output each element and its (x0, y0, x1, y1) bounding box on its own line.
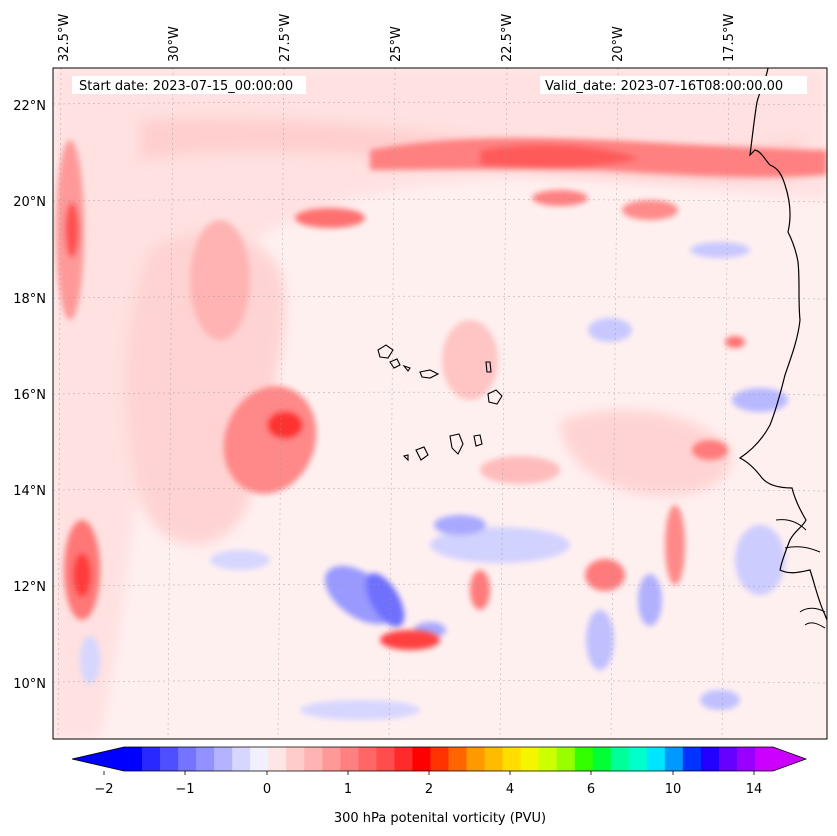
longitude-labels: 32.5°W 30°W 27.5°W 25°W 22.5°W 20°W 17.5… (57, 14, 737, 62)
colorbar-ticks: −2 −1 0 1 2 4 6 10 14 (94, 782, 762, 797)
lon-label: 27.5°W (278, 14, 293, 62)
colorbar-outline (71, 746, 808, 772)
lon-label: 17.5°W (722, 14, 737, 62)
colorbar-swatch (340, 747, 359, 771)
colorbar-tick-label: 10 (665, 782, 682, 797)
lon-label: 32.5°W (57, 14, 72, 62)
colorbar-swatch (682, 747, 702, 771)
africa-coastline (738, 68, 827, 621)
colorbar-tick-label: −1 (175, 782, 194, 797)
lon-label: 25°W (389, 26, 404, 62)
lon-label: 20°W (611, 26, 626, 62)
latitude-labels: 22°N 20°N 18°N 16°N 14°N 12°N 10°N (13, 99, 46, 692)
lat-label: 10°N (13, 677, 46, 692)
colorbar-swatch (574, 747, 594, 771)
colorbar-swatch (538, 747, 558, 771)
colorbar-swatch (268, 747, 287, 771)
start-date-box (72, 76, 306, 94)
colorbar-swatch (646, 747, 666, 771)
colorbar-swatch (124, 747, 143, 771)
colorbar-swatch (412, 747, 432, 771)
colorbar-swatch (304, 747, 323, 771)
colorbar-swatch (178, 747, 197, 771)
lat-label: 18°N (13, 292, 46, 307)
lat-label: 22°N (13, 99, 46, 114)
colorbar-swatch (430, 747, 450, 771)
colorbar-tick-label: 4 (506, 782, 514, 797)
lat-label: 14°N (13, 484, 46, 499)
lat-label: 16°N (13, 388, 46, 403)
lon-label: 22.5°W (500, 14, 515, 62)
colorbar-swatch (358, 747, 377, 771)
colorbar-swatch (376, 747, 396, 771)
colorbar-swatch (592, 747, 612, 771)
colorbar-swatch (322, 747, 341, 771)
colorbar-swatch (718, 747, 738, 771)
valid-date-label: Valid_date: 2023-07-16T08:00:00.00 (545, 79, 783, 94)
lon-label: 30°W (167, 26, 182, 62)
colorbar-title: 300 hPa potenital vorticity (PVU) (334, 811, 546, 826)
colorbar-tick-label: 14 (746, 782, 763, 797)
colorbar-swatch (448, 747, 468, 771)
colorbar-swatch (736, 747, 756, 771)
colorbar-tick-label: 6 (587, 782, 595, 797)
colorbar-swatch (502, 747, 522, 771)
colorbar-swatch (610, 747, 630, 771)
colorbar-swatch (664, 747, 684, 771)
colorbar-tick-label: 2 (425, 782, 433, 797)
gambia-senegal-detail (775, 519, 826, 629)
colorbar-swatch (520, 747, 540, 771)
map-panel: Start date: 2023-07-15_00:00:00 Valid_da… (53, 68, 827, 739)
colorbar-swatch (394, 747, 414, 771)
colorbar-swatch (754, 747, 774, 771)
pv-field-positive (56, 138, 827, 650)
start-date-label: Start date: 2023-07-15_00:00:00 (79, 79, 293, 94)
colorbar (71, 746, 808, 775)
colorbar-swatch (142, 747, 161, 771)
colorbar-swatch (214, 747, 233, 771)
graticule (53, 68, 827, 739)
lat-label: 12°N (13, 580, 46, 595)
colorbar-swatch (556, 747, 576, 771)
colorbar-swatch (232, 747, 251, 771)
colorbar-swatch (196, 747, 215, 771)
colorbar-swatch (466, 747, 486, 771)
colorbar-tick-label: 0 (263, 782, 271, 797)
map-frame (52, 67, 828, 740)
colorbar-swatch (700, 747, 720, 771)
colorbar-tick-label: −2 (94, 782, 113, 797)
colorbar-swatch (286, 747, 305, 771)
colorbar-extend-high (773, 747, 806, 771)
lat-label: 20°N (13, 195, 46, 210)
colorbar-tick-label: 1 (344, 782, 352, 797)
colorbar-swatch (160, 747, 179, 771)
cape-verde-islands (377, 344, 503, 462)
colorbar-swatch (628, 747, 648, 771)
colorbar-swatch (250, 747, 269, 771)
valid-date-box (540, 76, 807, 94)
colorbar-swatch (484, 747, 504, 771)
pv-field-negative (80, 242, 788, 720)
colorbar-extend-low (72, 747, 124, 771)
